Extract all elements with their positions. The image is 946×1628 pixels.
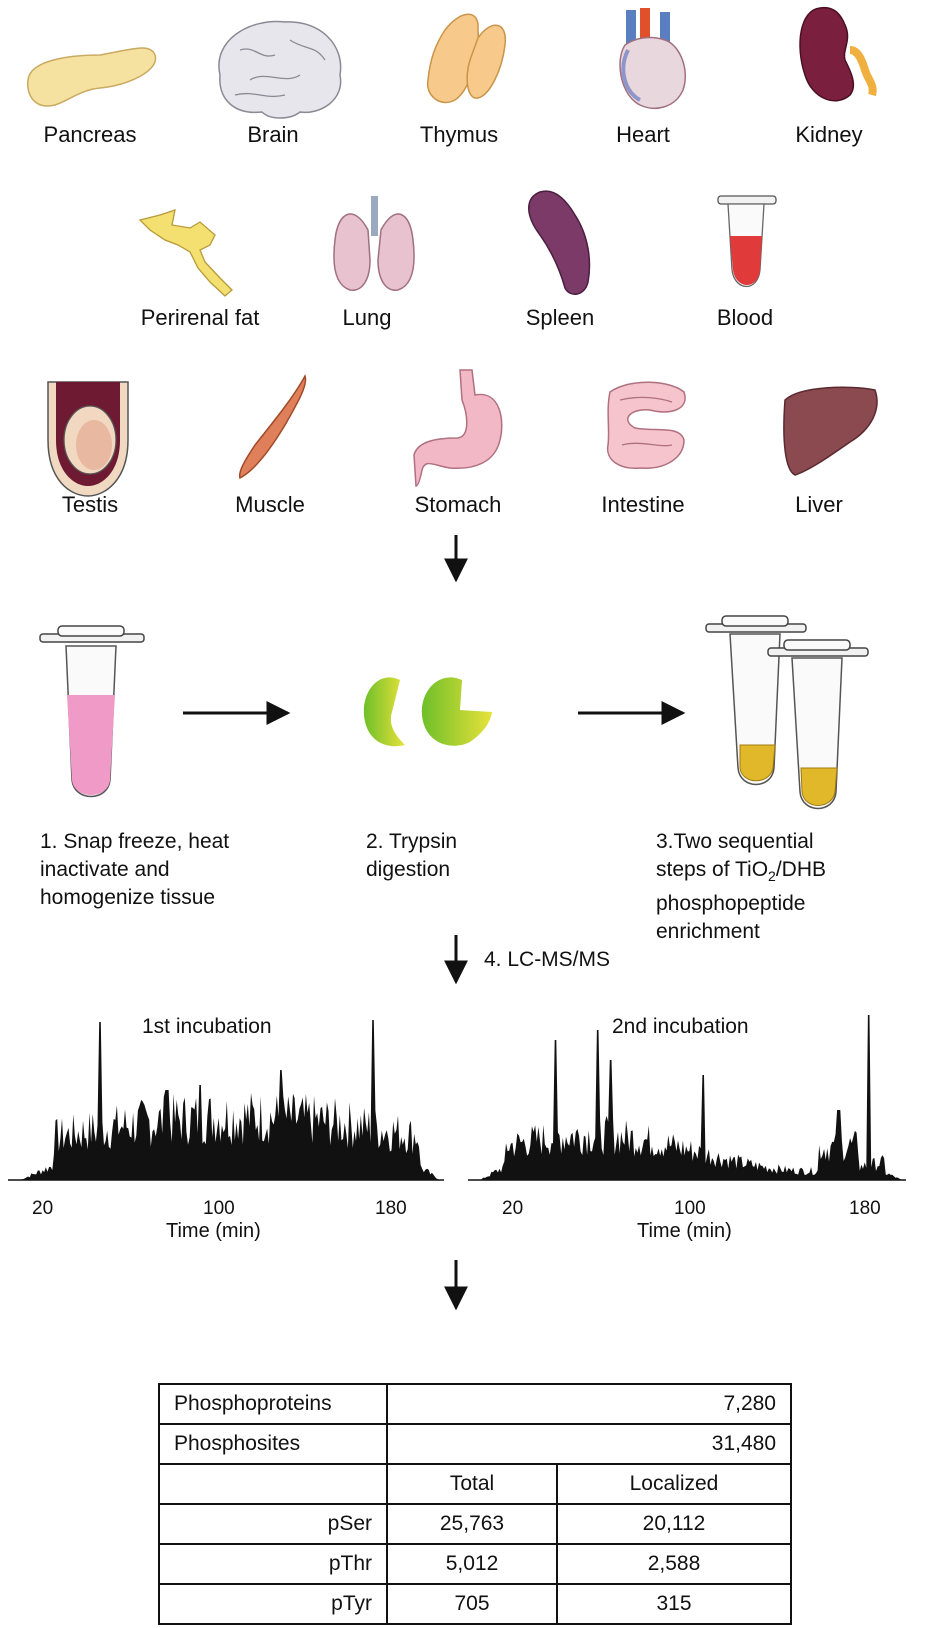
phospho-summary-table: Phosphoproteins 7,280 Phosphosites 31,48… [158,1383,792,1625]
table-row: pThr 5,012 2,588 [158,1543,792,1585]
cell-ptyr-total: 705 [386,1583,558,1625]
table-row: Phosphosites 31,480 [158,1423,792,1465]
col-header-localized: Localized [556,1463,792,1505]
trace-2-tick-180: 180 [849,1198,881,1219]
step-4-text: 4. LC-MS/MS [484,948,611,971]
step-3-line-2-a: steps of TiO [656,858,769,881]
step-2-text: 2. Trypsin digestion [366,828,457,884]
col-header-total: Total [386,1463,558,1505]
trypsin-icon [363,677,492,747]
organ-label-intestine: Intestine [601,492,685,517]
kidney-icon [799,6,877,102]
organ-label-brain: Brain [247,122,299,147]
step-1-line-3: homogenize tissue [40,886,216,909]
enrichment-tubes-icon [705,615,869,810]
trace-1-tick-20: 20 [32,1198,54,1219]
trace-2-xlabel: Time (min) [637,1220,732,1242]
lung-icon [333,196,415,291]
step-1-line-1: 1. Snap freeze, heat [40,830,230,853]
organ-label-stomach: Stomach [414,492,502,517]
trace-2-tick-100: 100 [674,1198,706,1219]
empty-header-cell [158,1463,388,1505]
step-3-line-1: 3.Two sequential [656,830,814,853]
down-arrow-3-wrap [444,1260,468,1311]
organ-label-heart: Heart [616,122,670,147]
phosphoproteins-label: Phosphoproteins [158,1383,388,1425]
organ-label-spleen: Spleen [525,305,595,330]
pancreas-icon [27,47,157,107]
trace-2-title: 2nd incubation [612,1015,749,1038]
intestine-icon [606,381,686,469]
table-header-row: Total Localized [158,1463,792,1505]
step-2-line-2: digestion [366,858,451,881]
row-label-ptyr: pTyr [158,1583,388,1625]
row-label-pthr: pThr [158,1543,388,1585]
table-row: pTyr 705 315 [158,1583,792,1625]
trace-1-title: 1st incubation [142,1015,272,1038]
step-2-line-1: 2. Trypsin [366,830,458,853]
organ-label-lung: Lung [342,305,392,330]
testis-icon [47,381,129,497]
liver-icon [783,386,878,476]
spleen-icon [528,190,591,295]
organ-label-thymus: Thymus [419,122,499,147]
stomach-icon [413,369,503,487]
step-1-line-2: inactivate and [40,858,170,881]
step-3-line-3: phosphopeptide [656,892,806,916]
organ-label-blood: Blood [716,305,774,330]
muscle-icon [238,374,307,480]
phosphosites-value: 31,480 [386,1423,792,1465]
step-1-text: 1. Snap freeze, heat inactivate and homo… [40,828,229,912]
step-3-line-2-b: /DHB [775,858,827,881]
trace-1-tick-180: 180 [375,1198,407,1219]
phosphoproteins-value: 7,280 [386,1383,792,1425]
cell-pthr-total: 5,012 [386,1543,558,1585]
step-3-line-2: steps of TiO2/DHB [656,856,826,890]
step-3-text: 3.Two sequential steps of TiO2/DHB phosp… [656,828,826,946]
organ-label-kidney: Kidney [795,122,863,147]
perirenal-fat-icon [138,209,233,297]
table-row: pSer 25,763 20,112 [158,1503,792,1545]
step-3-line-4: enrichment [656,920,760,944]
step-3-line-2-sub: 2 [768,868,776,885]
organ-label-liver: Liver [795,492,843,517]
trace-2-signal [480,1015,902,1180]
cell-pser-localized: 20,112 [556,1503,792,1545]
table-row: Phosphoproteins 7,280 [158,1383,792,1425]
homogenization-tube-icon [39,625,145,798]
organ-label-pancreas: Pancreas [43,122,137,147]
cell-pthr-localized: 2,588 [556,1543,792,1585]
workflow-graphics [39,535,869,985]
organ-label-perirenal-fat: Perirenal fat [140,305,260,330]
cell-ptyr-localized: 315 [556,1583,792,1625]
trace-1-signal [20,1020,440,1180]
organ-illustrations [27,6,878,497]
chromatograms [8,1015,906,1181]
heart-icon [619,8,686,109]
phosphosites-label: Phosphosites [158,1423,388,1465]
row-label-pser: pSer [158,1503,388,1545]
cell-pser-total: 25,763 [386,1503,558,1545]
organ-label-muscle: Muscle [235,492,305,517]
trace-2-tick-20: 20 [502,1198,524,1219]
trace-1-tick-100: 100 [203,1198,235,1219]
thymus-icon [426,13,507,104]
organ-label-testis: Testis [61,492,119,517]
trace-1-xlabel: Time (min) [166,1220,261,1242]
brain-icon [218,20,342,119]
blood-tube-icon [717,195,777,287]
